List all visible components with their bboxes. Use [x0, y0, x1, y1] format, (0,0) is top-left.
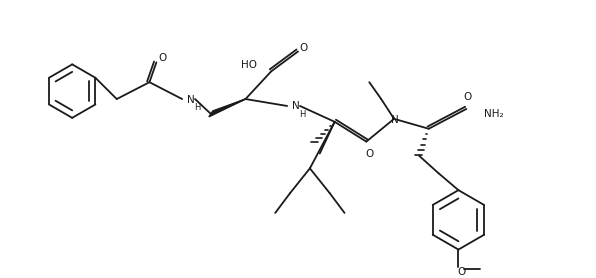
Text: O: O: [158, 53, 166, 63]
Text: O: O: [457, 267, 465, 277]
Text: O: O: [365, 148, 374, 158]
Text: N: N: [187, 95, 195, 105]
Text: HO: HO: [241, 60, 257, 70]
Polygon shape: [209, 99, 246, 117]
Text: H: H: [194, 103, 200, 112]
Text: N: N: [391, 115, 399, 125]
Text: O: O: [300, 43, 308, 53]
Text: H: H: [299, 110, 305, 119]
Text: NH₂: NH₂: [484, 109, 504, 119]
Text: O: O: [463, 92, 471, 102]
Text: N: N: [292, 101, 300, 111]
